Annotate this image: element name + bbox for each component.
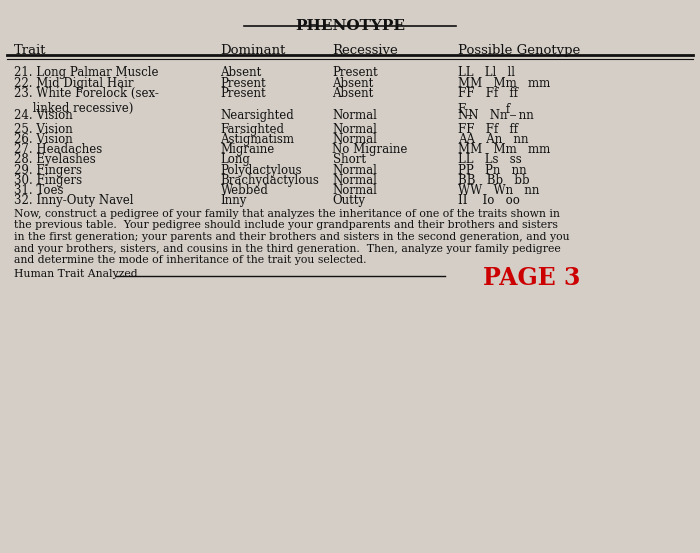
Text: Short: Short [332,153,365,166]
Text: Possible Genotype: Possible Genotype [458,44,581,58]
Text: PHENOTYPE: PHENOTYPE [295,19,405,33]
Text: II    Io   oo: II Io oo [458,194,520,207]
Text: 31. Toes: 31. Toes [14,184,64,197]
Text: Brachydactylous: Brachydactylous [220,174,319,187]
Text: Trait: Trait [14,44,46,58]
Text: Normal: Normal [332,133,377,146]
Text: FF   Ff   ff
F_         f_: FF Ff ff F_ f_ [458,87,519,115]
Text: 25. Vision: 25. Vision [14,123,73,135]
Text: Present: Present [220,87,266,100]
Text: Long: Long [220,153,251,166]
Text: 29. Fingers: 29. Fingers [14,164,82,176]
Text: Astigmatism: Astigmatism [220,133,295,146]
Text: Absent: Absent [332,87,374,100]
Text: 30. Fingers: 30. Fingers [14,174,82,187]
Text: 27. Headaches: 27. Headaches [14,143,102,156]
Text: BB   Bb   bb: BB Bb bb [458,174,530,187]
Text: 23. White Forelock (sex-
     linked recessive): 23. White Forelock (sex- linked recessiv… [14,87,159,115]
Text: PAGE 3: PAGE 3 [483,267,580,290]
Text: WW   Wn   nn: WW Wn nn [458,184,540,197]
Text: 26. Vision: 26. Vision [14,133,73,146]
Text: AA   An   nn: AA An nn [458,133,529,146]
Text: Normal: Normal [332,123,377,135]
Text: Normal: Normal [332,164,377,176]
Text: Present: Present [332,66,378,80]
Text: Nearsighted: Nearsighted [220,109,294,122]
Text: MM   Mm   mm: MM Mm mm [458,76,551,90]
Text: Inny: Inny [220,194,247,207]
Text: Now, construct a pedigree of your family that analyzes the inheritance of one of: Now, construct a pedigree of your family… [14,209,570,265]
Text: LL   Ll   ll: LL Ll ll [458,66,515,80]
Text: NN   Nn   nn: NN Nn nn [458,109,534,122]
Text: Polydactylous: Polydactylous [220,164,302,176]
Text: Normal: Normal [332,109,377,122]
Text: PP   Pn   nn: PP Pn nn [458,164,527,176]
Text: 28. Eyelashes: 28. Eyelashes [14,153,96,166]
Text: Outty: Outty [332,194,365,207]
Text: 24. Vision: 24. Vision [14,109,73,122]
Text: MM   Mm   mm: MM Mm mm [458,143,551,156]
Text: No Migraine: No Migraine [332,143,408,156]
Text: FF   Ff   ff: FF Ff ff [458,123,519,135]
Text: Absent: Absent [332,76,374,90]
Text: 32. Inny-Outy Navel: 32. Inny-Outy Navel [14,194,134,207]
Text: Recessive: Recessive [332,44,398,58]
Text: LL   Ls   ss: LL Ls ss [458,153,522,166]
Text: Human Trait Analyzed: Human Trait Analyzed [14,269,141,279]
Text: 22. Mid Digital Hair: 22. Mid Digital Hair [14,76,134,90]
Text: Farsighted: Farsighted [220,123,284,135]
Text: 21. Long Palmar Muscle: 21. Long Palmar Muscle [14,66,158,80]
Text: Normal: Normal [332,184,377,197]
Text: Normal: Normal [332,174,377,187]
Text: Absent: Absent [220,66,262,80]
Text: Dominant: Dominant [220,44,286,58]
Text: Present: Present [220,76,266,90]
Text: Migraine: Migraine [220,143,274,156]
Text: Webbed: Webbed [220,184,268,197]
